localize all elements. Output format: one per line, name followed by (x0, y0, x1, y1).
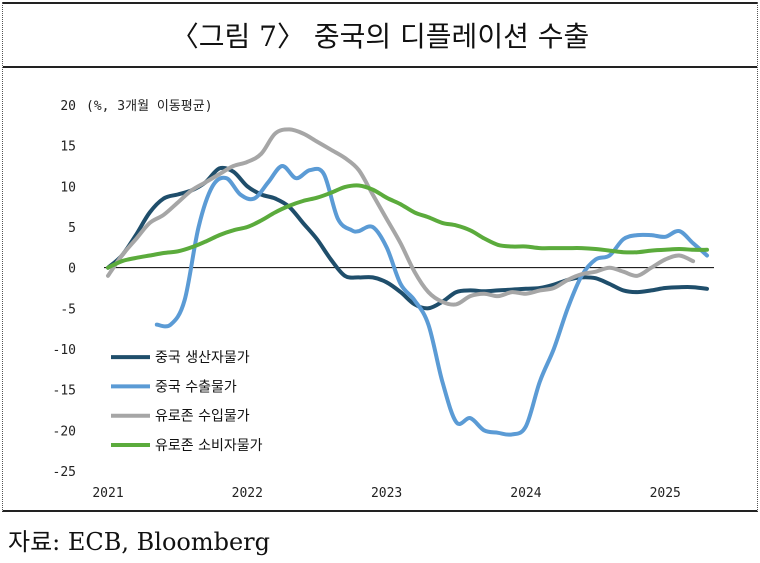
x-tick-label: 2021 (92, 486, 123, 501)
legend-label: 중국 수출물가 (155, 379, 237, 395)
x-tick-label: 2024 (510, 486, 541, 501)
x-tick-label: 2025 (650, 486, 681, 501)
legend-label: 유로존 소비자물가 (155, 438, 263, 454)
legend-label: 중국 생산자물가 (155, 350, 250, 366)
series-lines (106, 127, 709, 437)
series-line-3 (106, 127, 696, 307)
y-tick-label: 5 (68, 221, 76, 236)
series-line-2 (154, 164, 709, 437)
x-axis: 2021 2022 2023 2024 2025 (92, 486, 681, 501)
y-tick-label: 10 (60, 180, 76, 195)
legend-label: 유로존 수입물가 (155, 409, 250, 425)
y-axis: 20 15 10 5 0 -5 -10 -15 -20 -25 (53, 99, 76, 480)
y-tick-label: -25 (53, 465, 76, 480)
unit-label: (%, 3개월 이동평균) (86, 99, 213, 114)
source-note: 자료: ECB, Bloomberg (8, 528, 271, 556)
y-tick-label: -10 (53, 343, 76, 358)
y-tick-label: 0 (68, 262, 76, 277)
y-tick-label: -20 (53, 424, 76, 439)
figure-title: 〈그림 7〉 중국의 디플레이션 수출 (3, 2, 757, 68)
y-tick-label: -15 (53, 384, 76, 399)
y-tick-label: -5 (60, 302, 76, 317)
series-line-4 (106, 183, 709, 270)
x-tick-label: 2022 (232, 486, 263, 501)
y-tick-label: 20 (60, 99, 76, 114)
x-tick-label: 2023 (371, 486, 402, 501)
figure-frame: 〈그림 7〉 중국의 디플레이션 수출 (2, 2, 758, 512)
y-tick-label: 15 (60, 140, 76, 155)
